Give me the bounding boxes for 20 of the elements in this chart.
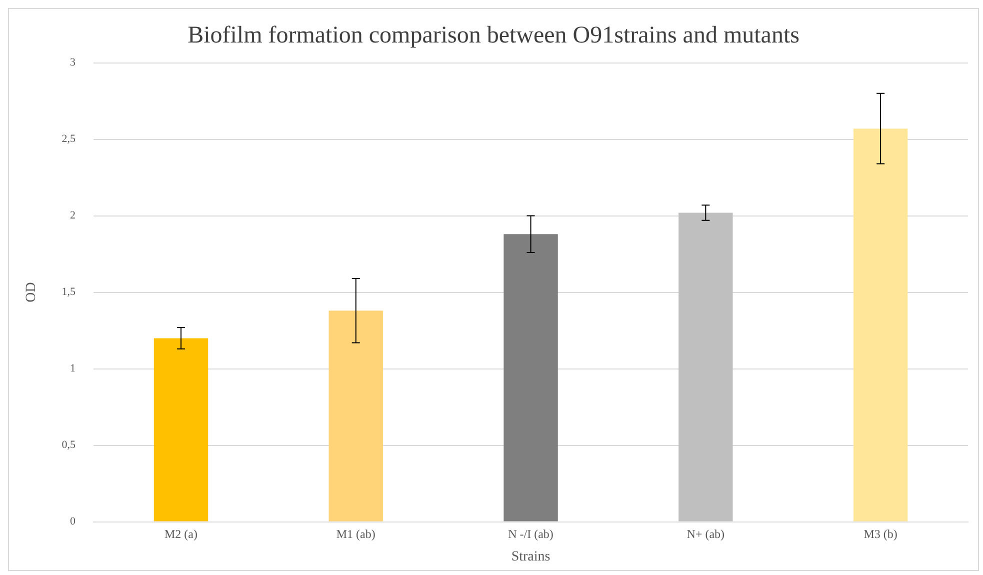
x-tick-label: N -/I (ab) — [508, 527, 554, 542]
y-tick-label: 1,5 — [62, 286, 76, 298]
y-tick-label: 2,5 — [62, 133, 76, 146]
bar — [154, 338, 208, 522]
chart-title: Biofilm formation comparison between O91strains and mutants — [188, 22, 800, 49]
bar — [504, 234, 558, 522]
x-axis-title: Strains — [511, 549, 550, 564]
y-tick-label: 2 — [70, 210, 76, 222]
y-tick-label: 0,5 — [62, 439, 76, 452]
y-tick-label: 3 — [70, 56, 76, 69]
x-tick-label: M3 (b) — [864, 527, 898, 542]
bar — [678, 212, 733, 522]
y-tick-label: 1 — [70, 362, 76, 375]
x-tick-label: N+ (ab) — [686, 527, 725, 542]
x-tick-label: M2 (a) — [164, 527, 198, 542]
bar — [328, 310, 383, 522]
x-tick-label: M1 (ab) — [336, 527, 376, 542]
bar — [853, 128, 908, 522]
y-tick-label: 0 — [70, 516, 76, 528]
y-axis-title: OD — [24, 282, 40, 302]
